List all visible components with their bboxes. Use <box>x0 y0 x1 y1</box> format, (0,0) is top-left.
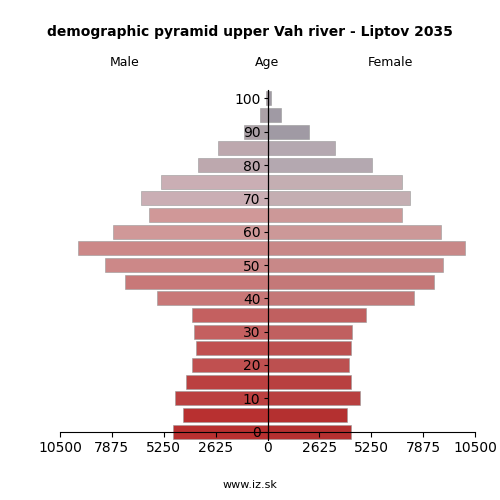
Bar <box>268 324 352 339</box>
Bar <box>192 358 268 372</box>
Bar <box>268 274 434 289</box>
Bar <box>268 391 360 406</box>
Bar <box>157 291 268 306</box>
Bar <box>268 92 272 106</box>
Bar <box>268 158 372 172</box>
Bar <box>268 342 350 355</box>
Bar <box>161 174 268 189</box>
Bar <box>266 92 268 106</box>
Bar <box>125 274 268 289</box>
Bar <box>194 324 268 339</box>
Bar <box>268 242 465 256</box>
Bar <box>260 108 268 122</box>
Bar <box>268 108 281 122</box>
Bar <box>114 224 268 239</box>
Bar <box>268 424 350 439</box>
Text: Age: Age <box>256 56 280 69</box>
Bar <box>244 124 268 139</box>
Bar <box>172 424 268 439</box>
Bar <box>268 408 346 422</box>
Bar <box>268 192 410 205</box>
Bar <box>192 308 268 322</box>
Text: www.iz.sk: www.iz.sk <box>222 480 278 490</box>
Bar <box>268 258 444 272</box>
Bar <box>268 224 442 239</box>
Text: Female: Female <box>368 56 412 69</box>
Bar <box>141 192 268 205</box>
Text: demographic pyramid upper Vah river - Liptov 2035: demographic pyramid upper Vah river - Li… <box>47 25 453 39</box>
Bar <box>268 142 334 156</box>
Bar <box>182 408 268 422</box>
Bar <box>268 358 348 372</box>
Bar <box>174 391 268 406</box>
Bar <box>198 158 268 172</box>
Bar <box>268 208 402 222</box>
Bar <box>196 342 268 355</box>
Bar <box>78 242 268 256</box>
Text: Male: Male <box>110 56 140 69</box>
Bar <box>268 124 309 139</box>
Bar <box>106 258 268 272</box>
Bar <box>218 142 268 156</box>
Bar <box>268 174 402 189</box>
Bar <box>149 208 268 222</box>
Bar <box>268 291 414 306</box>
Bar <box>268 374 350 389</box>
Bar <box>268 308 366 322</box>
Bar <box>186 374 268 389</box>
